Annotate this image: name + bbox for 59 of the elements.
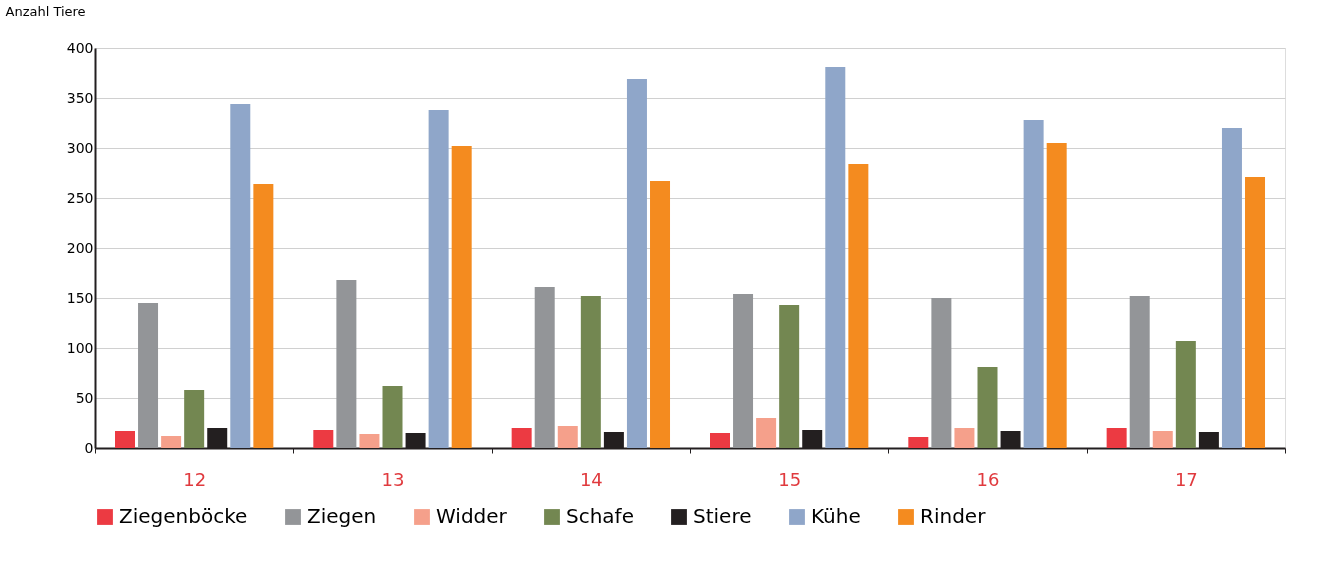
x-tick-label: 15 bbox=[778, 468, 802, 490]
legend-label: Stiere bbox=[693, 504, 752, 528]
y-tick-label: 300 bbox=[66, 139, 94, 156]
bar bbox=[313, 430, 334, 448]
y-tick-label: 100 bbox=[66, 339, 94, 356]
bar bbox=[779, 305, 800, 448]
bar bbox=[253, 184, 274, 448]
y-tick-label: 350 bbox=[66, 89, 94, 106]
bar bbox=[1129, 296, 1150, 448]
y-tick-label: 150 bbox=[66, 289, 94, 306]
bar bbox=[336, 280, 357, 448]
legend-label: Ziegen bbox=[307, 504, 377, 528]
bar bbox=[1106, 428, 1127, 448]
x-tick-label: 14 bbox=[579, 468, 603, 490]
bar bbox=[580, 296, 601, 448]
bar bbox=[534, 287, 555, 448]
bar bbox=[1023, 120, 1044, 448]
bar bbox=[626, 79, 647, 448]
bar bbox=[650, 181, 671, 448]
bar bbox=[451, 146, 472, 448]
bar bbox=[1152, 431, 1173, 448]
x-tick-label: 17 bbox=[1174, 468, 1198, 490]
bar bbox=[954, 428, 975, 448]
x-tick-label: 12 bbox=[183, 468, 207, 490]
bar bbox=[908, 437, 929, 448]
bar bbox=[114, 431, 135, 448]
bar bbox=[138, 303, 159, 448]
bar bbox=[756, 418, 777, 448]
bar bbox=[511, 428, 532, 448]
bar bbox=[1221, 128, 1242, 448]
legend-label: Kühe bbox=[811, 504, 861, 528]
x-tick-label: 13 bbox=[381, 468, 405, 490]
y-tick-label: 200 bbox=[66, 239, 94, 256]
bar bbox=[1245, 177, 1266, 448]
bar bbox=[848, 164, 869, 448]
bar bbox=[161, 436, 182, 448]
y-tick-label: 250 bbox=[66, 189, 94, 206]
y-tick-label: 400 bbox=[66, 39, 94, 56]
legend-label: Ziegenböcke bbox=[119, 504, 248, 528]
legend-label: Widder bbox=[436, 504, 508, 528]
bar bbox=[428, 110, 449, 448]
bar bbox=[709, 433, 730, 448]
bar bbox=[977, 367, 998, 448]
bar bbox=[359, 434, 380, 448]
legend-label: Rinder bbox=[920, 504, 987, 528]
bar bbox=[184, 390, 205, 448]
bar bbox=[931, 298, 952, 448]
bar bbox=[1046, 143, 1067, 448]
y-tick-label: 0 bbox=[84, 439, 94, 456]
bar bbox=[733, 294, 754, 448]
legend-label: Schafe bbox=[566, 504, 634, 528]
y-axis-title: Anzahl Tiere bbox=[5, 3, 86, 19]
bar bbox=[557, 426, 578, 448]
bar bbox=[230, 104, 251, 448]
bar bbox=[382, 386, 403, 448]
bar bbox=[825, 67, 846, 448]
x-tick-label: 16 bbox=[976, 468, 1000, 490]
bar bbox=[1175, 341, 1196, 448]
y-tick-label: 50 bbox=[75, 389, 94, 406]
